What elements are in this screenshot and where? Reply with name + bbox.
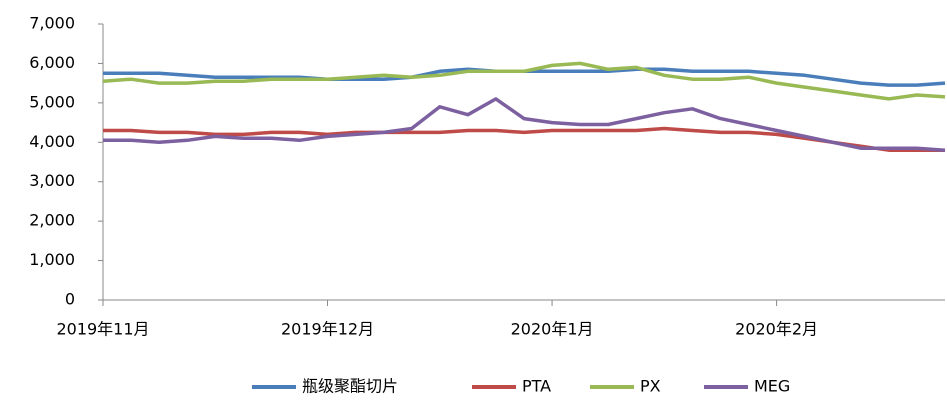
y-tick-label: 3,000: [29, 171, 75, 190]
x-tick-label: 2019年12月: [281, 320, 374, 339]
y-tick-label: 2,000: [29, 211, 75, 230]
legend-label: MEG: [754, 377, 790, 396]
line-series: [103, 126, 945, 152]
line-series: [102, 61, 946, 101]
y-tick-label: 5,000: [29, 92, 75, 111]
y-tick-label: 6,000: [29, 53, 75, 72]
line-series: [103, 97, 946, 152]
y-tick-label: 7,000: [29, 14, 75, 33]
x-tick-label: 2019年11月: [56, 320, 149, 339]
y-tick-label: 1,000: [29, 250, 75, 269]
y-tick-label: 4,000: [29, 132, 75, 151]
legend-label: PX: [640, 377, 661, 396]
legend-label: 瓶级聚酯切片: [302, 377, 398, 396]
legend-label: PTA: [522, 377, 551, 396]
x-tick-label: 2020年2月: [735, 320, 818, 339]
x-tick-label: 2020年1月: [511, 320, 594, 339]
y-tick-label: 0: [65, 290, 75, 309]
